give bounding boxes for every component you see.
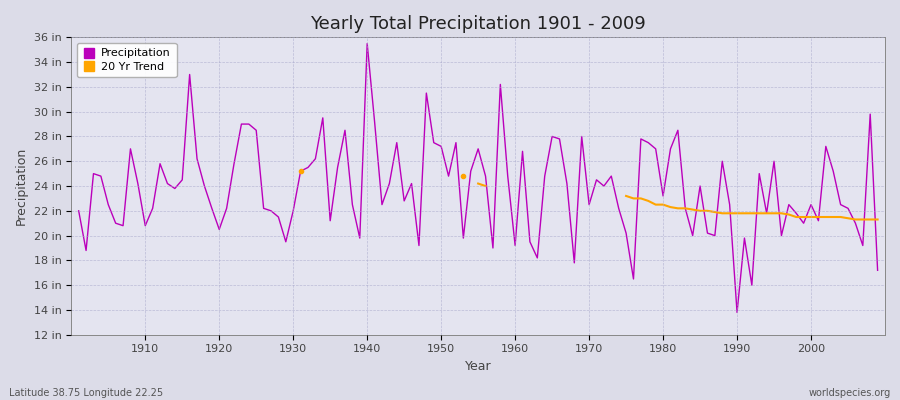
Y-axis label: Precipitation: Precipitation: [15, 147, 28, 225]
Title: Yearly Total Precipitation 1901 - 2009: Yearly Total Precipitation 1901 - 2009: [310, 15, 646, 33]
Legend: Precipitation, 20 Yr Trend: Precipitation, 20 Yr Trend: [76, 43, 176, 77]
X-axis label: Year: Year: [464, 360, 491, 373]
Precipitation: [339, 128, 350, 133]
Precipitation: [872, 268, 883, 273]
Precipitation: [606, 174, 616, 178]
Precipitation: [295, 169, 306, 174]
Line: Precipitation: Precipitation: [78, 44, 878, 312]
Precipitation: [518, 149, 528, 154]
Precipitation: [362, 41, 373, 46]
Text: worldspecies.org: worldspecies.org: [809, 388, 891, 398]
Text: Latitude 38.75 Longitude 22.25: Latitude 38.75 Longitude 22.25: [9, 388, 163, 398]
Precipitation: [73, 208, 84, 213]
Precipitation: [509, 243, 520, 248]
Precipitation: [732, 310, 742, 315]
Precipitation: [132, 181, 143, 186]
